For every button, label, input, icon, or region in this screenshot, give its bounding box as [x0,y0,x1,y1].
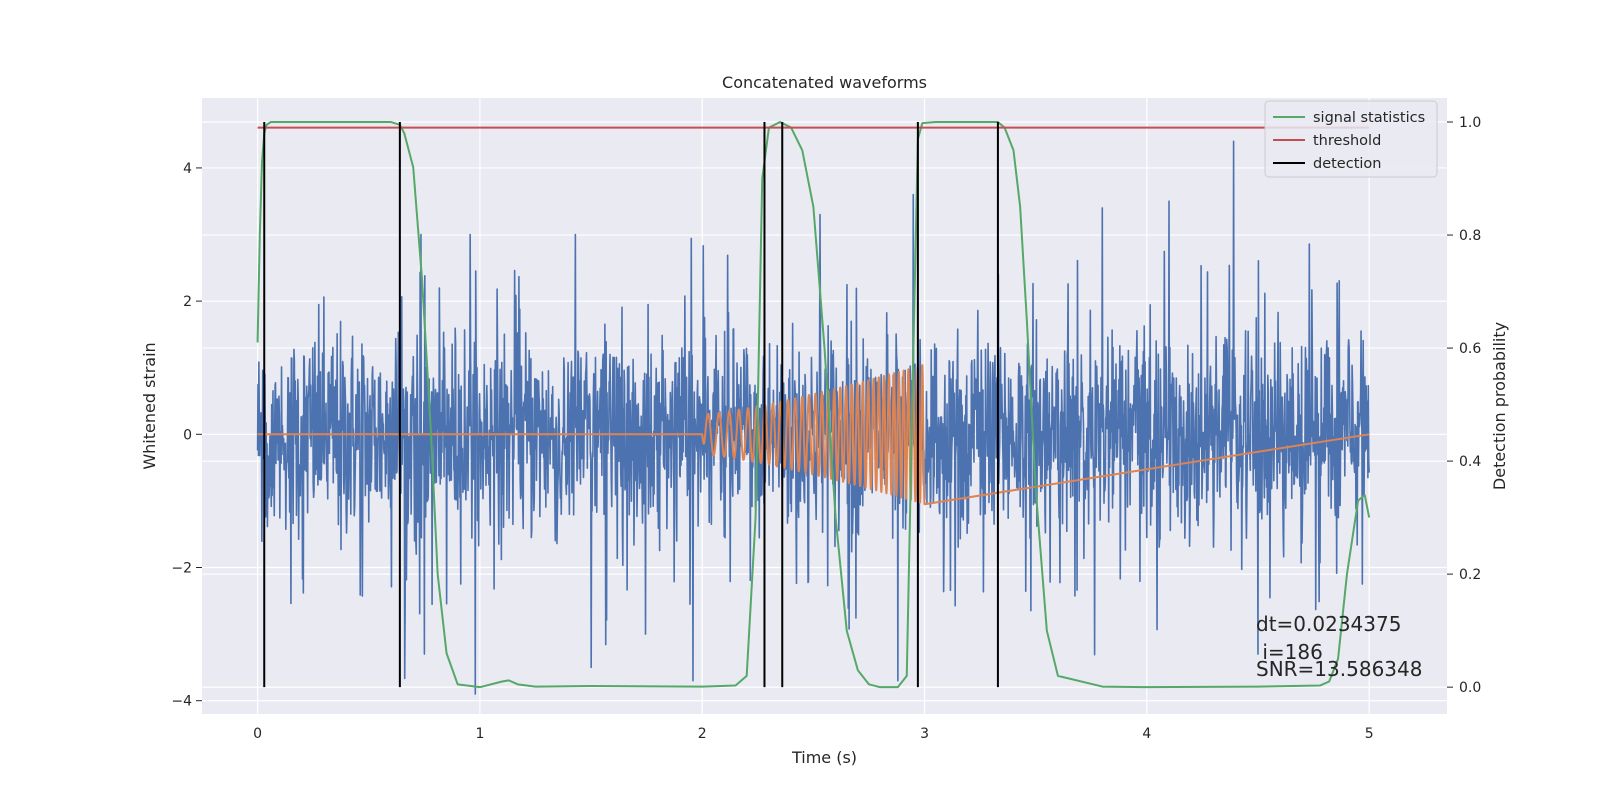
annotation-index: i=186 [1256,640,1323,664]
y-tick-label: 4 [183,161,192,177]
x-tick-label: 2 [698,726,707,742]
y2-tick-label: 0.6 [1459,341,1481,357]
waveform-line [257,364,1370,506]
x-tick-label: 3 [920,726,929,742]
legend-label-threshold: threshold [1313,133,1381,149]
y-tick-label: 0 [183,427,192,443]
y-tick-label: 2 [183,294,192,310]
series-layer [256,121,1371,695]
x-axis-title: Time (s) [791,748,857,767]
y2-tick-label: 0.8 [1459,228,1481,244]
y-tick-label: −4 [171,694,192,710]
annotation-snr: SNR=13.586348 [1256,657,1422,681]
legend: signal statistics threshold detection [1264,100,1438,178]
legend-label-signal-statistics: signal statistics [1313,110,1425,126]
annotation-dt: dt=0.0234375 [1256,612,1401,636]
x-tick-label: 0 [253,726,262,742]
x-tick-label: 1 [475,726,484,742]
chart-title: Concatenated waveforms [722,73,927,92]
y-axis-title: Whitened strain [140,342,159,469]
y2-tick-label: 0.4 [1459,454,1481,470]
legend-box [1264,100,1438,178]
x-tick-label: 5 [1365,726,1374,742]
y2-axis-title: Detection probability [1490,322,1509,490]
y2-tick-label: 0.0 [1459,680,1481,696]
y2-tick-label: 0.2 [1459,567,1481,583]
legend-label-detection: detection [1313,156,1381,172]
y-tick-label: −2 [171,560,192,576]
ticks: 0 1 2 3 4 5 −4 −2 0 2 4 0.0 0.2 0.4 0.6 0.8 1.0 [171,115,1481,742]
y2-tick-label: 1.0 [1459,115,1481,131]
signal-statistics-line [256,121,1371,689]
x-tick-label: 4 [1142,726,1151,742]
